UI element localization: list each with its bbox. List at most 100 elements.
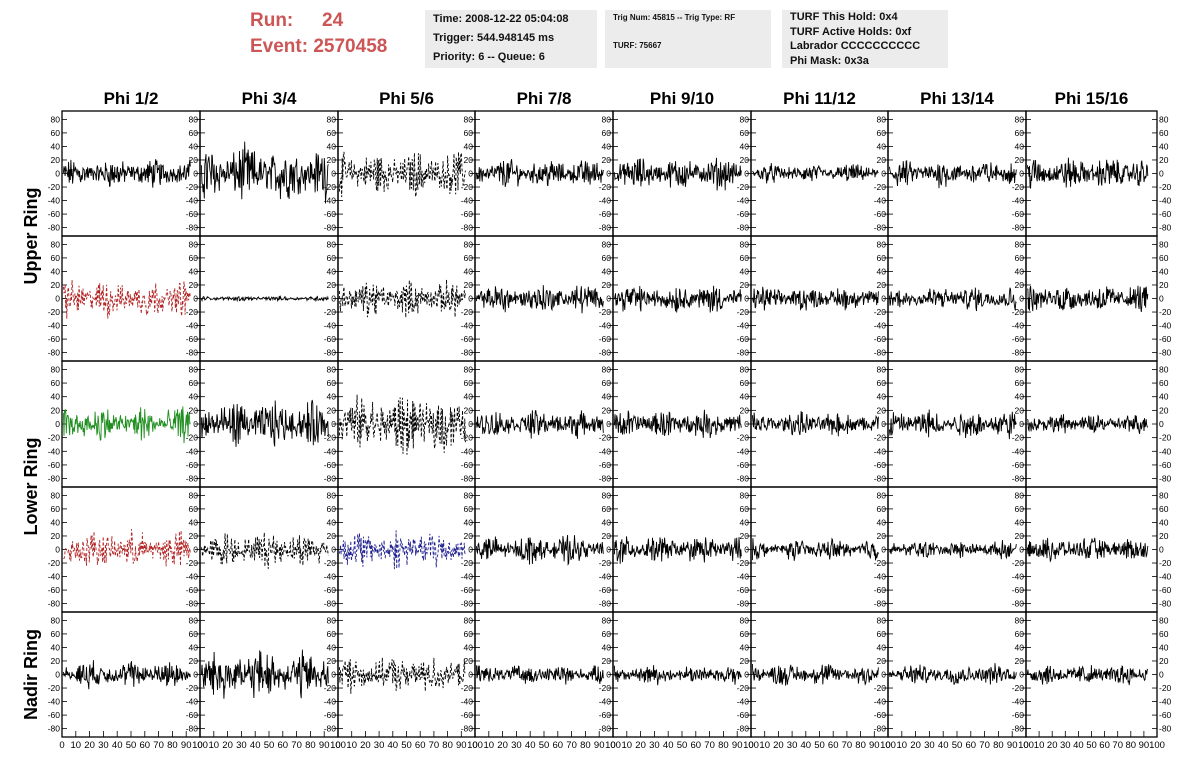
x-tick-label: 100 [467, 740, 483, 751]
run-event-box: Run: 24 Event: 2570458 [250, 8, 387, 60]
waveform-trace [751, 411, 879, 437]
y-tick-label: -20 [874, 307, 887, 317]
y-tick-label: -20 [324, 307, 337, 317]
y-tick-label: -80 [1012, 599, 1025, 609]
y-tick-label: 20 [464, 405, 474, 415]
y-tick-label-right: 60 [1159, 128, 1169, 138]
y-tick-label: 80 [877, 239, 887, 249]
y-tick-label: 0 [331, 545, 336, 555]
y-tick-label: 60 [51, 253, 61, 263]
y-tick-label: -80 [186, 223, 199, 233]
y-tick-label: 80 [51, 364, 61, 374]
y-tick-label: -80 [48, 348, 61, 358]
y-tick-label: 80 [327, 239, 337, 249]
x-tick-label: 70 [153, 740, 164, 751]
y-tick-label: -80 [599, 348, 612, 358]
y-tick-label: 20 [464, 531, 474, 541]
y-tick-label: -80 [48, 474, 61, 484]
y-tick-label-right: 0 [1159, 419, 1164, 429]
x-tick-label: 80 [442, 740, 453, 751]
waveform-trace [200, 649, 329, 699]
y-tick-label: 40 [740, 517, 750, 527]
waveform-trace [62, 406, 191, 444]
y-tick-label: 60 [189, 128, 199, 138]
y-tick-label-right: -60 [1159, 209, 1172, 219]
y-tick-label: -60 [186, 334, 199, 344]
y-tick-label: 60 [51, 128, 61, 138]
y-tick-label: -20 [737, 433, 750, 443]
y-tick-label: 20 [189, 531, 199, 541]
y-tick-label: 40 [602, 642, 612, 652]
waveform-trace [613, 157, 742, 191]
y-tick-label: -60 [599, 460, 612, 470]
y-tick-label: 20 [464, 656, 474, 666]
x-tick-label: 60 [140, 740, 151, 751]
y-tick-label: -60 [599, 585, 612, 595]
y-tick-label: 0 [468, 545, 473, 555]
y-tick-label: -20 [48, 683, 61, 693]
y-tick-label-right: -20 [1159, 307, 1172, 317]
y-tick-label: 20 [1015, 405, 1025, 415]
y-tick-label: 60 [1015, 378, 1025, 388]
y-tick-label: 80 [877, 490, 887, 500]
x-tick-label: 50 [814, 740, 825, 751]
y-tick-label: 60 [740, 378, 750, 388]
y-tick-label: 20 [189, 656, 199, 666]
y-tick-label: -80 [186, 474, 199, 484]
trig-num-type-text: Trig Num: 45815 -- Trig Type: RF [613, 13, 736, 22]
x-tick-label: 90 [456, 740, 467, 751]
waveform-trace [338, 657, 466, 694]
y-tick-label: -80 [324, 724, 337, 734]
y-tick-label-right: 0 [1159, 294, 1164, 304]
turf-active-holds-text: TURF Active Holds: 0xf [790, 25, 912, 38]
y-tick-label: 20 [740, 155, 750, 165]
x-tick-label: 100 [192, 740, 208, 751]
y-tick-label: -20 [461, 307, 474, 317]
y-tick-label: -60 [874, 334, 887, 344]
y-tick-label: 60 [1015, 504, 1025, 514]
y-tick-label: 80 [1015, 114, 1025, 124]
labrador-text: Labrador CCCCCCCCCC [790, 40, 921, 52]
y-tick-label: -80 [48, 223, 61, 233]
x-tick-label: 0 [197, 740, 202, 751]
y-tick-label: 0 [193, 294, 198, 304]
y-tick-label-right: 80 [1159, 364, 1169, 374]
x-tick-label: 50 [677, 740, 688, 751]
x-tick-label: 30 [924, 740, 935, 751]
y-tick-label: 20 [602, 656, 612, 666]
column-title: Phi 15/16 [1055, 89, 1129, 108]
y-tick-label: 60 [51, 378, 61, 388]
y-tick-label: 40 [327, 266, 337, 276]
y-tick-label: -60 [737, 334, 750, 344]
y-tick-label: -40 [461, 572, 474, 582]
y-tick-label-right: -20 [1159, 182, 1172, 192]
y-tick-label: 80 [51, 490, 61, 500]
x-tick-label: 40 [801, 740, 812, 751]
y-tick-label: 80 [1015, 490, 1025, 500]
y-tick-label: 60 [740, 128, 750, 138]
x-tick-label: 80 [305, 740, 316, 751]
y-tick-label: -80 [186, 724, 199, 734]
y-tick-label: 0 [193, 169, 198, 179]
y-tick-label: 0 [193, 545, 198, 555]
y-tick-label: -20 [737, 683, 750, 693]
y-tick-label: 20 [740, 405, 750, 415]
x-tick-label: 60 [1099, 740, 1110, 751]
y-tick-label: 80 [602, 615, 612, 625]
y-tick-label: 80 [877, 114, 887, 124]
y-tick-label: -60 [324, 710, 337, 720]
waveform-trace [752, 163, 879, 184]
y-tick-label: -80 [186, 348, 199, 358]
y-tick-label: -60 [737, 710, 750, 720]
y-tick-label: 20 [189, 280, 199, 290]
y-tick-label: 0 [606, 169, 611, 179]
y-tick-label: 20 [877, 280, 887, 290]
x-tick-label: 50 [401, 740, 412, 751]
y-tick-label: 40 [1015, 642, 1025, 652]
y-tick-label: 40 [602, 266, 612, 276]
y-tick-label: 80 [740, 239, 750, 249]
waveform-trace [475, 159, 604, 187]
y-tick-label: -60 [874, 209, 887, 219]
y-tick-label: 60 [189, 504, 199, 514]
y-tick-label: 40 [189, 517, 199, 527]
